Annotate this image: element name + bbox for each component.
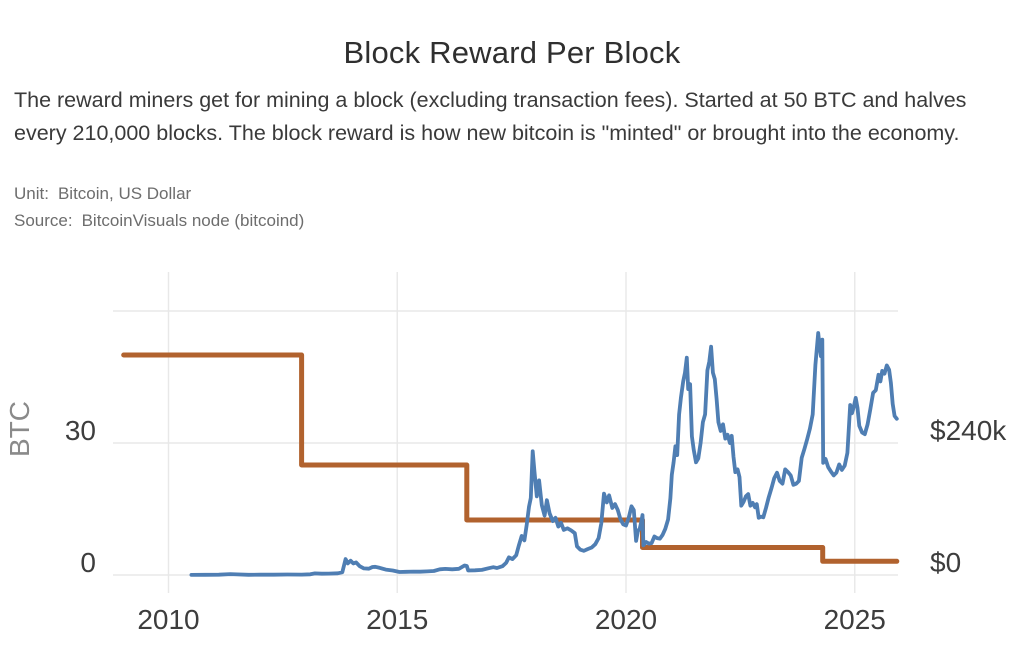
unit-row: Unit: Bitcoin, US Dollar <box>14 181 304 208</box>
x-axis-tick-label: 2015 <box>366 604 428 635</box>
y-axis-left-tick-label: 30 <box>65 415 96 446</box>
series-block-reward-usd-line[interactable] <box>189 331 899 577</box>
chart-meta: Unit: Bitcoin, US Dollar Source: BitcoinVi… <box>14 181 304 234</box>
unit-value: Bitcoin, US Dollar <box>57 184 192 203</box>
x-axis-tick-label: 2025 <box>824 604 886 635</box>
y-axis-right-tick-label: $240k <box>930 415 1007 446</box>
source-label: Source: <box>14 210 73 230</box>
unit-label: Unit: <box>14 184 49 203</box>
y-axis-right-tick-label: $0 <box>930 547 961 578</box>
x-axis-tick-label: 2020 <box>595 604 657 635</box>
series-block-reward-btc-line[interactable] <box>121 352 900 564</box>
y-axis-left-tick-label: 0 <box>80 547 96 578</box>
chart-description: The reward miners get for mining a block… <box>14 87 967 145</box>
x-axis-tick-label: 2010 <box>137 604 199 635</box>
chart-canvas[interactable]: 0 30 $0 $240k 2010 2015 2020 2025 <box>0 255 1024 661</box>
source-value: BitcoinVisuals node (bitcoind) <box>81 210 305 230</box>
page-title: Block Reward Per Block <box>343 34 681 70</box>
source-row: Source: BitcoinVisuals node (bitcoind) <box>14 208 304 235</box>
